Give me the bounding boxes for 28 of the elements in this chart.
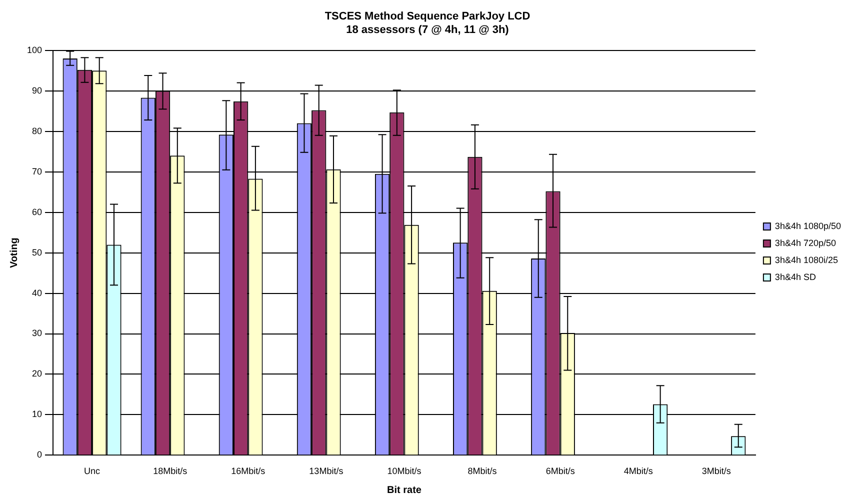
legend-label: 3h&4h SD: [774, 272, 816, 282]
legend-label: 3h&4h 1080i/25: [774, 254, 838, 265]
chart-subtitle: 18 assessors (7 @ 4h, 11 @ 3h): [346, 24, 510, 36]
y-tick-label: 30: [32, 328, 42, 338]
y-tick-label: 80: [32, 126, 42, 136]
y-tick-label: 50: [32, 247, 42, 258]
y-tick-label: 60: [32, 206, 42, 217]
y-tick-label: 40: [32, 288, 42, 298]
x-tick-label: 3Mbit/s: [702, 466, 732, 476]
y-tick-label: 20: [32, 368, 42, 379]
chart-title: TSCES Method Sequence ParkJoy LCD: [324, 10, 530, 23]
legend-label: 3h&4h 1080p/50: [774, 220, 842, 231]
x-tick-label: 10Mbit/s: [387, 466, 422, 476]
y-axis-title: Voting: [8, 238, 20, 268]
x-tick-label: 16Mbit/s: [231, 466, 266, 476]
legend-label: 3h&4h 720p/50: [774, 238, 836, 248]
y-tick-label: 70: [32, 166, 42, 176]
y-tick-label: 90: [32, 85, 42, 96]
x-tick-label: 8Mbit/s: [468, 466, 498, 476]
y-tick-label: 10: [32, 409, 42, 420]
x-tick-label: 13Mbit/s: [309, 466, 344, 476]
y-tick-label: 0: [37, 450, 42, 460]
x-tick-label: 4Mbit/s: [624, 466, 654, 476]
x-axis-title: Bit rate: [387, 484, 422, 496]
x-tick-label: Unc: [84, 466, 101, 476]
x-tick-label: 18Mbit/s: [153, 466, 188, 476]
x-tick-label: 6Mbit/s: [546, 466, 576, 476]
y-tick-label: 100: [26, 44, 42, 55]
